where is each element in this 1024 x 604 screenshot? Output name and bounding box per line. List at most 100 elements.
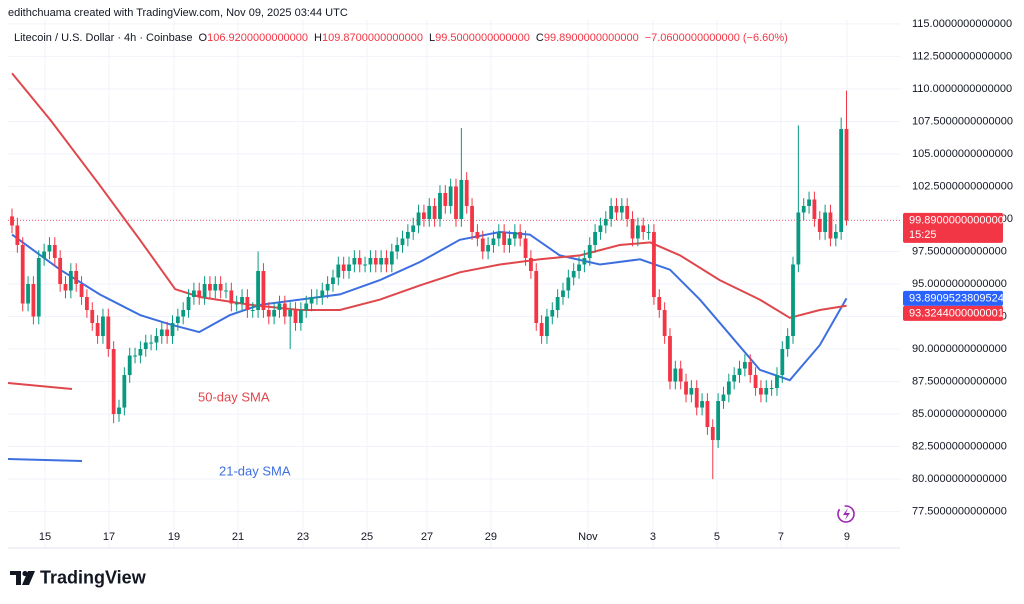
candle-body — [159, 329, 164, 337]
candle-body — [550, 310, 555, 317]
candle-body — [539, 323, 544, 337]
candle-body — [58, 257, 63, 284]
candle-body — [384, 257, 389, 265]
candle-body — [555, 297, 560, 311]
y-tick-label: 107.5000000000000 — [912, 115, 1013, 127]
candle-body — [619, 205, 624, 213]
candle-body — [293, 310, 298, 324]
candle-body — [518, 231, 523, 239]
ohlc-key: O — [199, 32, 208, 44]
candle-body — [635, 225, 640, 239]
candle-body — [240, 297, 244, 304]
candle-body — [277, 303, 282, 311]
candle-body — [15, 225, 20, 245]
candles — [10, 90, 849, 480]
candle-body — [603, 218, 608, 226]
candle-body — [534, 270, 539, 324]
y-tick-label: 105.0000000000000 — [912, 148, 1013, 160]
candle-body — [368, 257, 373, 265]
candle-body — [411, 225, 416, 232]
candle-body — [186, 297, 191, 311]
legend-label: 21-day SMA — [219, 463, 291, 478]
candle-body — [464, 179, 469, 206]
x-tick-label: 15 — [39, 531, 51, 543]
x-tick-label: 29 — [485, 531, 497, 543]
x-tick-label: 21 — [232, 531, 244, 543]
candle-body — [753, 375, 758, 389]
candle-body — [20, 244, 25, 304]
candle-body — [422, 212, 426, 219]
candle-body — [95, 323, 100, 337]
candle-body — [459, 179, 464, 219]
candle-body — [427, 205, 432, 219]
candle-body — [801, 205, 806, 213]
candle-body — [785, 336, 790, 350]
candle-body — [839, 128, 844, 232]
x-tick-label: 5 — [714, 531, 720, 543]
candle-body — [218, 284, 223, 291]
candle-body — [325, 284, 330, 291]
candle-body — [721, 394, 726, 402]
y-tick-label: 80.0000000000000 — [912, 473, 1007, 485]
candle-body — [502, 231, 507, 245]
candle-body — [700, 401, 704, 408]
candle-body — [641, 225, 646, 232]
ohlc-key: H — [314, 32, 322, 44]
candle-body — [47, 244, 52, 252]
replay-icon — [837, 505, 855, 523]
candle-body — [577, 264, 581, 271]
axes: 77.5000000000000 80.0000000000000 82.50000… — [8, 18, 1013, 549]
candle-body — [833, 231, 838, 239]
price-tag — [903, 290, 1003, 306]
candle-body — [213, 284, 218, 291]
y-tick-label: 85.0000000000000 — [912, 408, 1007, 420]
candle-body — [625, 205, 630, 219]
candle-body — [31, 284, 36, 317]
price-tags: 99.8900000000000 15:25 93.8909523809524 93.… — [903, 212, 1004, 321]
candle-body — [68, 270, 73, 291]
candle-body — [309, 297, 314, 304]
candle-body — [812, 199, 817, 219]
icon-ring — [837, 505, 855, 523]
x-tick-label: Nov — [578, 531, 598, 543]
candle-body — [678, 368, 683, 382]
candle-body — [742, 362, 747, 369]
candle-body — [36, 257, 41, 317]
sma-line — [11, 230, 848, 382]
x-tick-label: 23 — [297, 531, 309, 543]
candle-body — [545, 316, 549, 337]
candle-body — [208, 284, 212, 291]
symbol: Litecoin / U.S. Dollar · 4h · Coinbase — [14, 32, 193, 44]
candle-body — [234, 303, 239, 305]
y-tick-label: 115.0000000000000 — [912, 18, 1012, 30]
brand-logo: TradingView — [10, 567, 147, 587]
y-tick-label: 77.5000000000000 — [912, 505, 1007, 517]
candle-body — [181, 310, 186, 317]
candle-body — [85, 297, 89, 311]
candle-body — [405, 231, 410, 239]
candle-body — [288, 310, 293, 317]
x-tick-label: 19 — [168, 531, 180, 543]
candle-body — [769, 388, 774, 390]
candle-body — [571, 270, 576, 278]
candle-body — [646, 231, 651, 233]
x-tick-label: 9 — [844, 531, 850, 543]
candle-body — [716, 401, 721, 441]
candle-body — [689, 388, 694, 395]
x-tick-label: 3 — [650, 531, 656, 543]
candle-body — [154, 336, 159, 343]
candle-body — [357, 257, 362, 265]
candle-body — [352, 257, 357, 265]
candle-body — [170, 323, 175, 337]
candle-body — [197, 290, 202, 298]
y-tick-label: 102.5000000000000 — [912, 180, 1013, 192]
candle-body — [26, 284, 30, 304]
candle-body — [347, 264, 351, 271]
candle-body — [630, 218, 635, 239]
candle-body — [363, 264, 367, 266]
logo-t — [10, 571, 21, 585]
candle-body — [705, 401, 710, 428]
candle-body — [336, 264, 341, 278]
